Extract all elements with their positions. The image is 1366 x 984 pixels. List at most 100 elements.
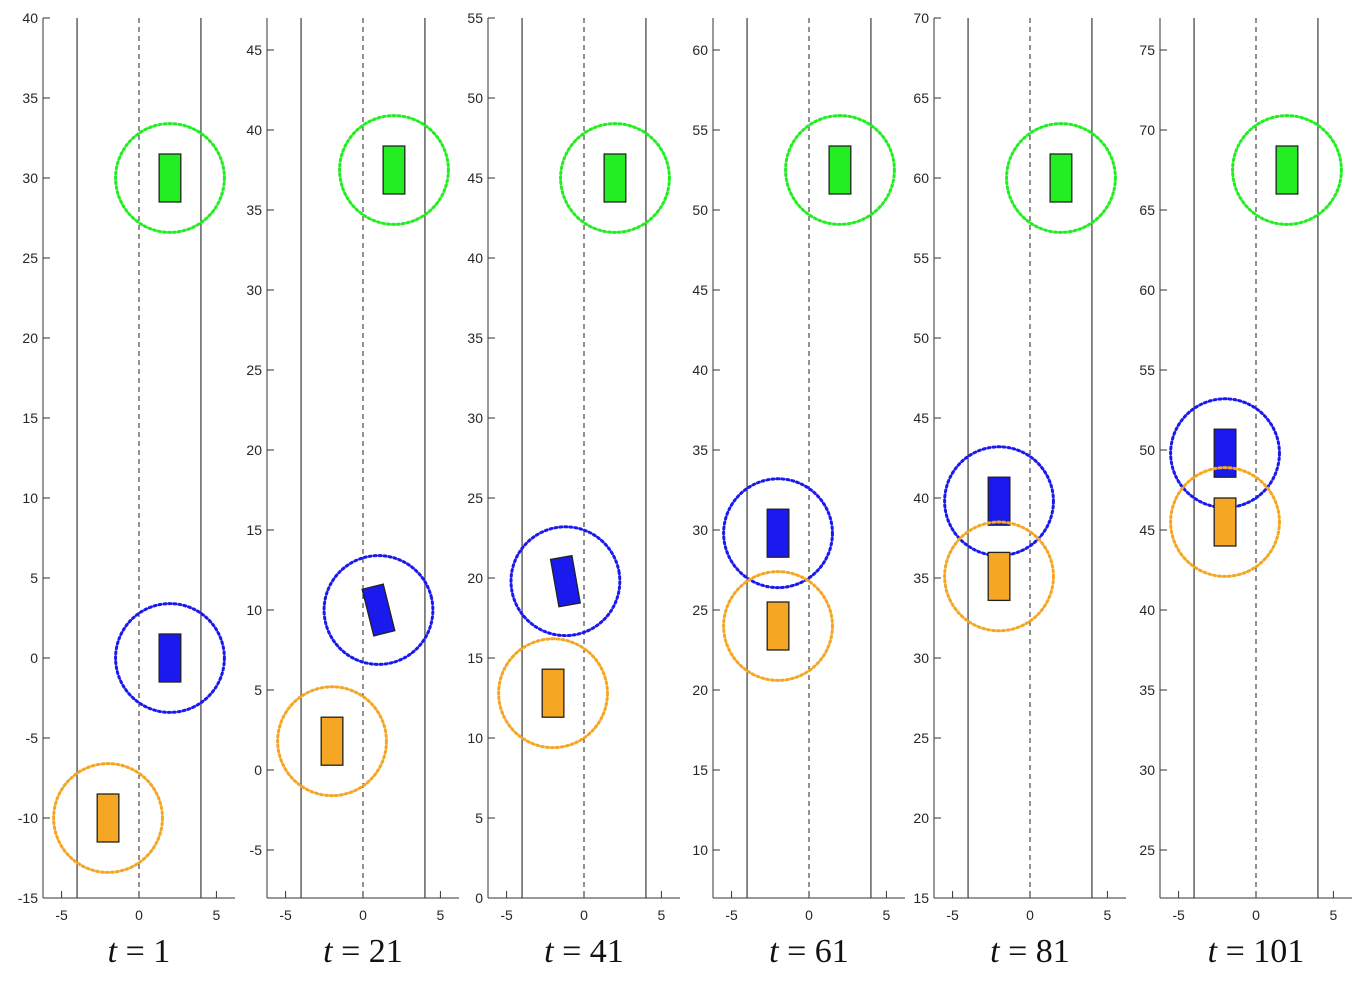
y-tick-label: 5 (475, 810, 483, 826)
x-tick-label: -5 (500, 907, 513, 923)
vehicle-safety-circle (322, 554, 435, 666)
y-tick-label: 25 (913, 730, 929, 746)
x-tick-label: 0 (805, 907, 813, 923)
vehicle-0 (338, 114, 450, 226)
y-tick-label: 20 (692, 682, 708, 698)
y-tick-label: 40 (692, 362, 708, 378)
y-tick-label: 35 (913, 570, 929, 586)
vehicle-body (1275, 145, 1299, 195)
y-tick-label: 50 (467, 90, 483, 106)
vehicle-body (1213, 497, 1237, 547)
y-tick-label: 40 (246, 122, 262, 138)
y-tick-label: 25 (467, 490, 483, 506)
panel-t2: 0 5 10 15 20 25 30 35 40 45 50 55 -5 0 5 t = 41 (467, 10, 680, 970)
x-tick-label: 5 (213, 907, 221, 923)
y-tick-label: 20 (246, 442, 262, 458)
vehicle-safety-circle (52, 762, 164, 874)
y-tick-label: 35 (22, 90, 38, 106)
vehicle-body (987, 551, 1011, 602)
y-tick-label: 30 (692, 522, 708, 538)
x-tick-label: 5 (883, 907, 891, 923)
y-tick-label: 60 (692, 42, 708, 58)
y-tick-label: 25 (1139, 842, 1155, 858)
vehicle-2 (497, 637, 609, 750)
vehicle-2 (943, 520, 1055, 633)
y-tick-label: 40 (1139, 602, 1155, 618)
vehicle-safety-circle (114, 122, 226, 234)
y-tick-label: 25 (246, 362, 262, 378)
vehicle-safety-circle (943, 520, 1055, 633)
time-label: t = 61 (769, 933, 849, 970)
vehicle-1 (1169, 397, 1281, 510)
y-tick-label: 15 (692, 762, 708, 778)
y-tick-label: -5 (250, 842, 263, 858)
panel-t4: 15 20 25 30 35 40 45 50 55 60 65 70 -5 0 5 t = 81 (913, 10, 1126, 970)
vehicle-safety-circle (276, 685, 388, 798)
vehicle-0 (784, 114, 896, 226)
time-variable: t (108, 933, 119, 970)
y-tick-label: 0 (30, 650, 38, 666)
vehicle-safety-circle (1005, 122, 1117, 234)
vehicle-body (549, 554, 582, 608)
y-tick-label: 70 (913, 10, 929, 26)
time-variable: t (544, 933, 555, 970)
y-tick-label: 40 (467, 250, 483, 266)
y-tick-label: 50 (692, 202, 708, 218)
x-tick-label: 0 (580, 907, 588, 923)
y-tick-label: 20 (467, 570, 483, 586)
vehicle-safety-circle (1169, 466, 1281, 578)
vehicle-body (361, 583, 396, 637)
time-value: = 1 (117, 933, 170, 970)
y-tick-label: -15 (18, 890, 38, 906)
y-tick-label: 55 (467, 10, 483, 26)
y-tick-label: 60 (1139, 282, 1155, 298)
y-tick-label: 30 (1139, 762, 1155, 778)
vehicle-body (828, 145, 852, 195)
time-variable: t (990, 933, 1001, 970)
y-tick-label: 40 (22, 10, 38, 26)
y-tick-label: 35 (1139, 682, 1155, 698)
x-tick-label: 5 (1104, 907, 1112, 923)
y-tick-label: 5 (30, 570, 38, 586)
x-tick-label: 5 (658, 907, 666, 923)
y-tick-label: 65 (913, 90, 929, 106)
panel-t0: -15 -10 -5 0 5 10 15 20 25 30 35 40 -5 0 5 t = 1 (18, 10, 235, 970)
vehicle-1 (722, 477, 834, 590)
vehicle-0 (559, 122, 671, 234)
x-tick-label: -5 (946, 907, 959, 923)
time-variable: t (769, 933, 780, 970)
y-tick-label: 30 (467, 410, 483, 426)
y-tick-label: -10 (18, 810, 38, 826)
y-tick-label: -5 (26, 730, 39, 746)
vehicle-body (158, 153, 182, 203)
y-tick-label: 30 (246, 282, 262, 298)
time-label: t = 21 (323, 933, 403, 970)
x-tick-label: 0 (1026, 907, 1034, 923)
vehicle-0 (1231, 114, 1343, 226)
x-tick-label: -5 (55, 907, 68, 923)
vehicle-safety-circle (338, 114, 450, 226)
vehicle-safety-circle (722, 477, 834, 590)
vehicle-body (320, 716, 344, 766)
vehicle-body (766, 601, 790, 651)
y-tick-label: 15 (467, 650, 483, 666)
vehicle-body (96, 793, 120, 843)
vehicle-0 (1005, 122, 1117, 234)
vehicle-safety-circle (559, 122, 671, 234)
panel-t1: -5 0 5 10 15 20 25 30 35 40 45 -5 0 5 t = 21 (246, 18, 459, 970)
vehicle-safety-circle (114, 602, 226, 714)
y-tick-label: 15 (246, 522, 262, 538)
vehicle-body (766, 508, 790, 558)
y-tick-label: 30 (913, 650, 929, 666)
y-tick-label: 10 (246, 602, 262, 618)
y-tick-label: 10 (467, 730, 483, 746)
vehicle-body (603, 153, 627, 203)
x-tick-label: 5 (1330, 907, 1338, 923)
vehicle-safety-circle (497, 637, 609, 750)
y-tick-label: 35 (467, 330, 483, 346)
x-tick-label: 0 (135, 907, 143, 923)
y-tick-label: 5 (254, 682, 262, 698)
time-label: t = 81 (990, 933, 1070, 970)
time-label: t = 1 (108, 933, 171, 970)
